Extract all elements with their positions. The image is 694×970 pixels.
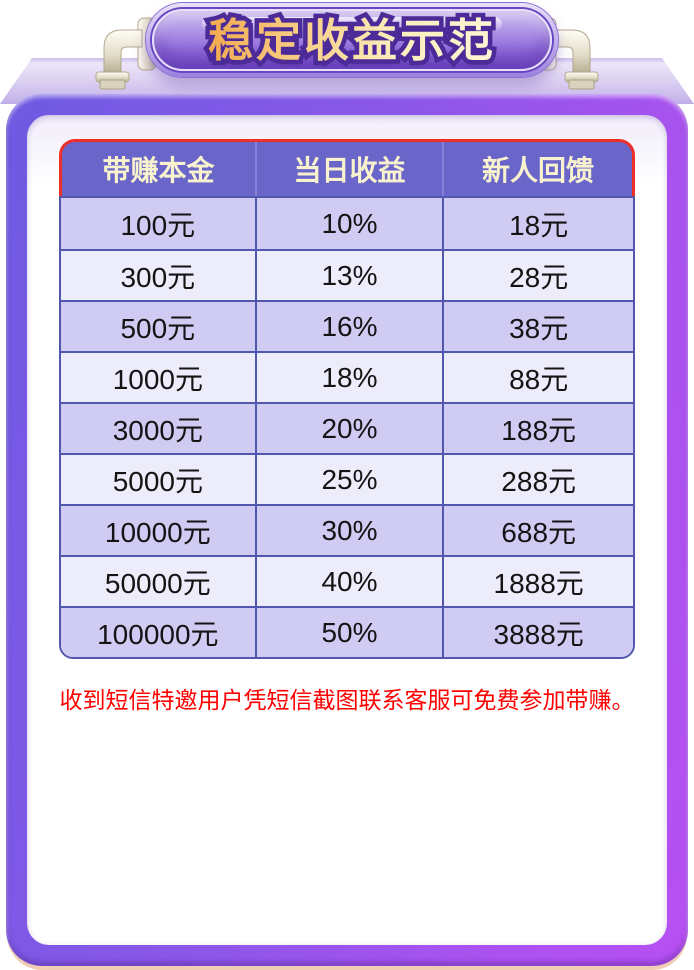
cell-principal: 5000元: [112, 465, 203, 497]
table-row: 500元 16% 38元: [61, 300, 633, 351]
banner-title-outline: 稳定收益示范: [203, 13, 497, 67]
cell-daily-income: 50%: [254, 608, 443, 657]
cell-newcomer-reward: 688元: [442, 506, 633, 555]
cell-daily-income: 10%: [254, 198, 443, 249]
cell-newcomer-reward: 1888元: [442, 557, 633, 606]
table-row: 3000元 20% 188元: [61, 402, 633, 453]
cell-daily-income: 25%: [254, 455, 443, 504]
cell-newcomer-reward: 38元: [442, 302, 633, 351]
cell-principal: 300元: [120, 261, 196, 293]
cell-newcomer-reward: 188元: [442, 404, 633, 453]
table-header-row: 带赚本金 当日收益 新人回馈: [59, 139, 635, 196]
column-header-principal: 带赚本金: [102, 155, 215, 186]
cell-principal: 50000元: [104, 567, 211, 599]
column-header-newcomer-reward: 新人回馈: [442, 142, 632, 196]
cell-principal: 100000元: [97, 618, 219, 650]
income-table: 带赚本金 当日收益 新人回馈 100元 10% 18元 300元 13% 28元…: [59, 139, 635, 659]
banner-title-text: 稳定收益示范: [207, 14, 496, 66]
cell-principal: 10000元: [104, 516, 211, 548]
cell-daily-income: 18%: [254, 353, 443, 402]
cell-daily-income: 13%: [254, 251, 443, 300]
table-row: 50000元 40% 1888元: [61, 555, 633, 606]
cell-daily-income: 40%: [254, 557, 443, 606]
cell-principal: 500元: [120, 312, 196, 344]
cell-principal: 3000元: [112, 414, 203, 446]
table-row: 5000元 25% 288元: [61, 453, 633, 504]
banner-title: 稳定收益示范 稳定收益示范: [203, 13, 497, 67]
column-header-daily-income: 当日收益: [255, 142, 442, 196]
banner-pill-inner: 稳定收益示范 稳定收益示范: [152, 9, 552, 71]
banner-pill: 稳定收益示范 稳定收益示范: [146, 3, 558, 77]
cell-newcomer-reward: 288元: [442, 455, 633, 504]
cell-daily-income: 16%: [254, 302, 443, 351]
sms-invite-note: 收到短信特邀用户凭短信截图联系客服可免费参加带赚。: [59, 687, 635, 713]
cell-newcomer-reward: 28元: [442, 251, 633, 300]
table-row: 10000元 30% 688元: [61, 504, 633, 555]
cell-principal: 100元: [120, 209, 196, 241]
table-row: 100元 10% 18元: [61, 198, 633, 249]
table-body: 100元 10% 18元 300元 13% 28元 500元 16% 38元 1…: [59, 196, 635, 659]
cell-newcomer-reward: 3888元: [442, 608, 633, 657]
table-row: 300元 13% 28元: [61, 249, 633, 300]
cell-newcomer-reward: 18元: [442, 198, 633, 249]
cell-principal: 1000元: [112, 363, 203, 395]
cell-daily-income: 20%: [254, 404, 443, 453]
table-row: 1000元 18% 88元: [61, 351, 633, 402]
table-row: 100000元 50% 3888元: [61, 606, 633, 657]
cell-newcomer-reward: 88元: [442, 353, 633, 402]
cell-daily-income: 30%: [254, 506, 443, 555]
